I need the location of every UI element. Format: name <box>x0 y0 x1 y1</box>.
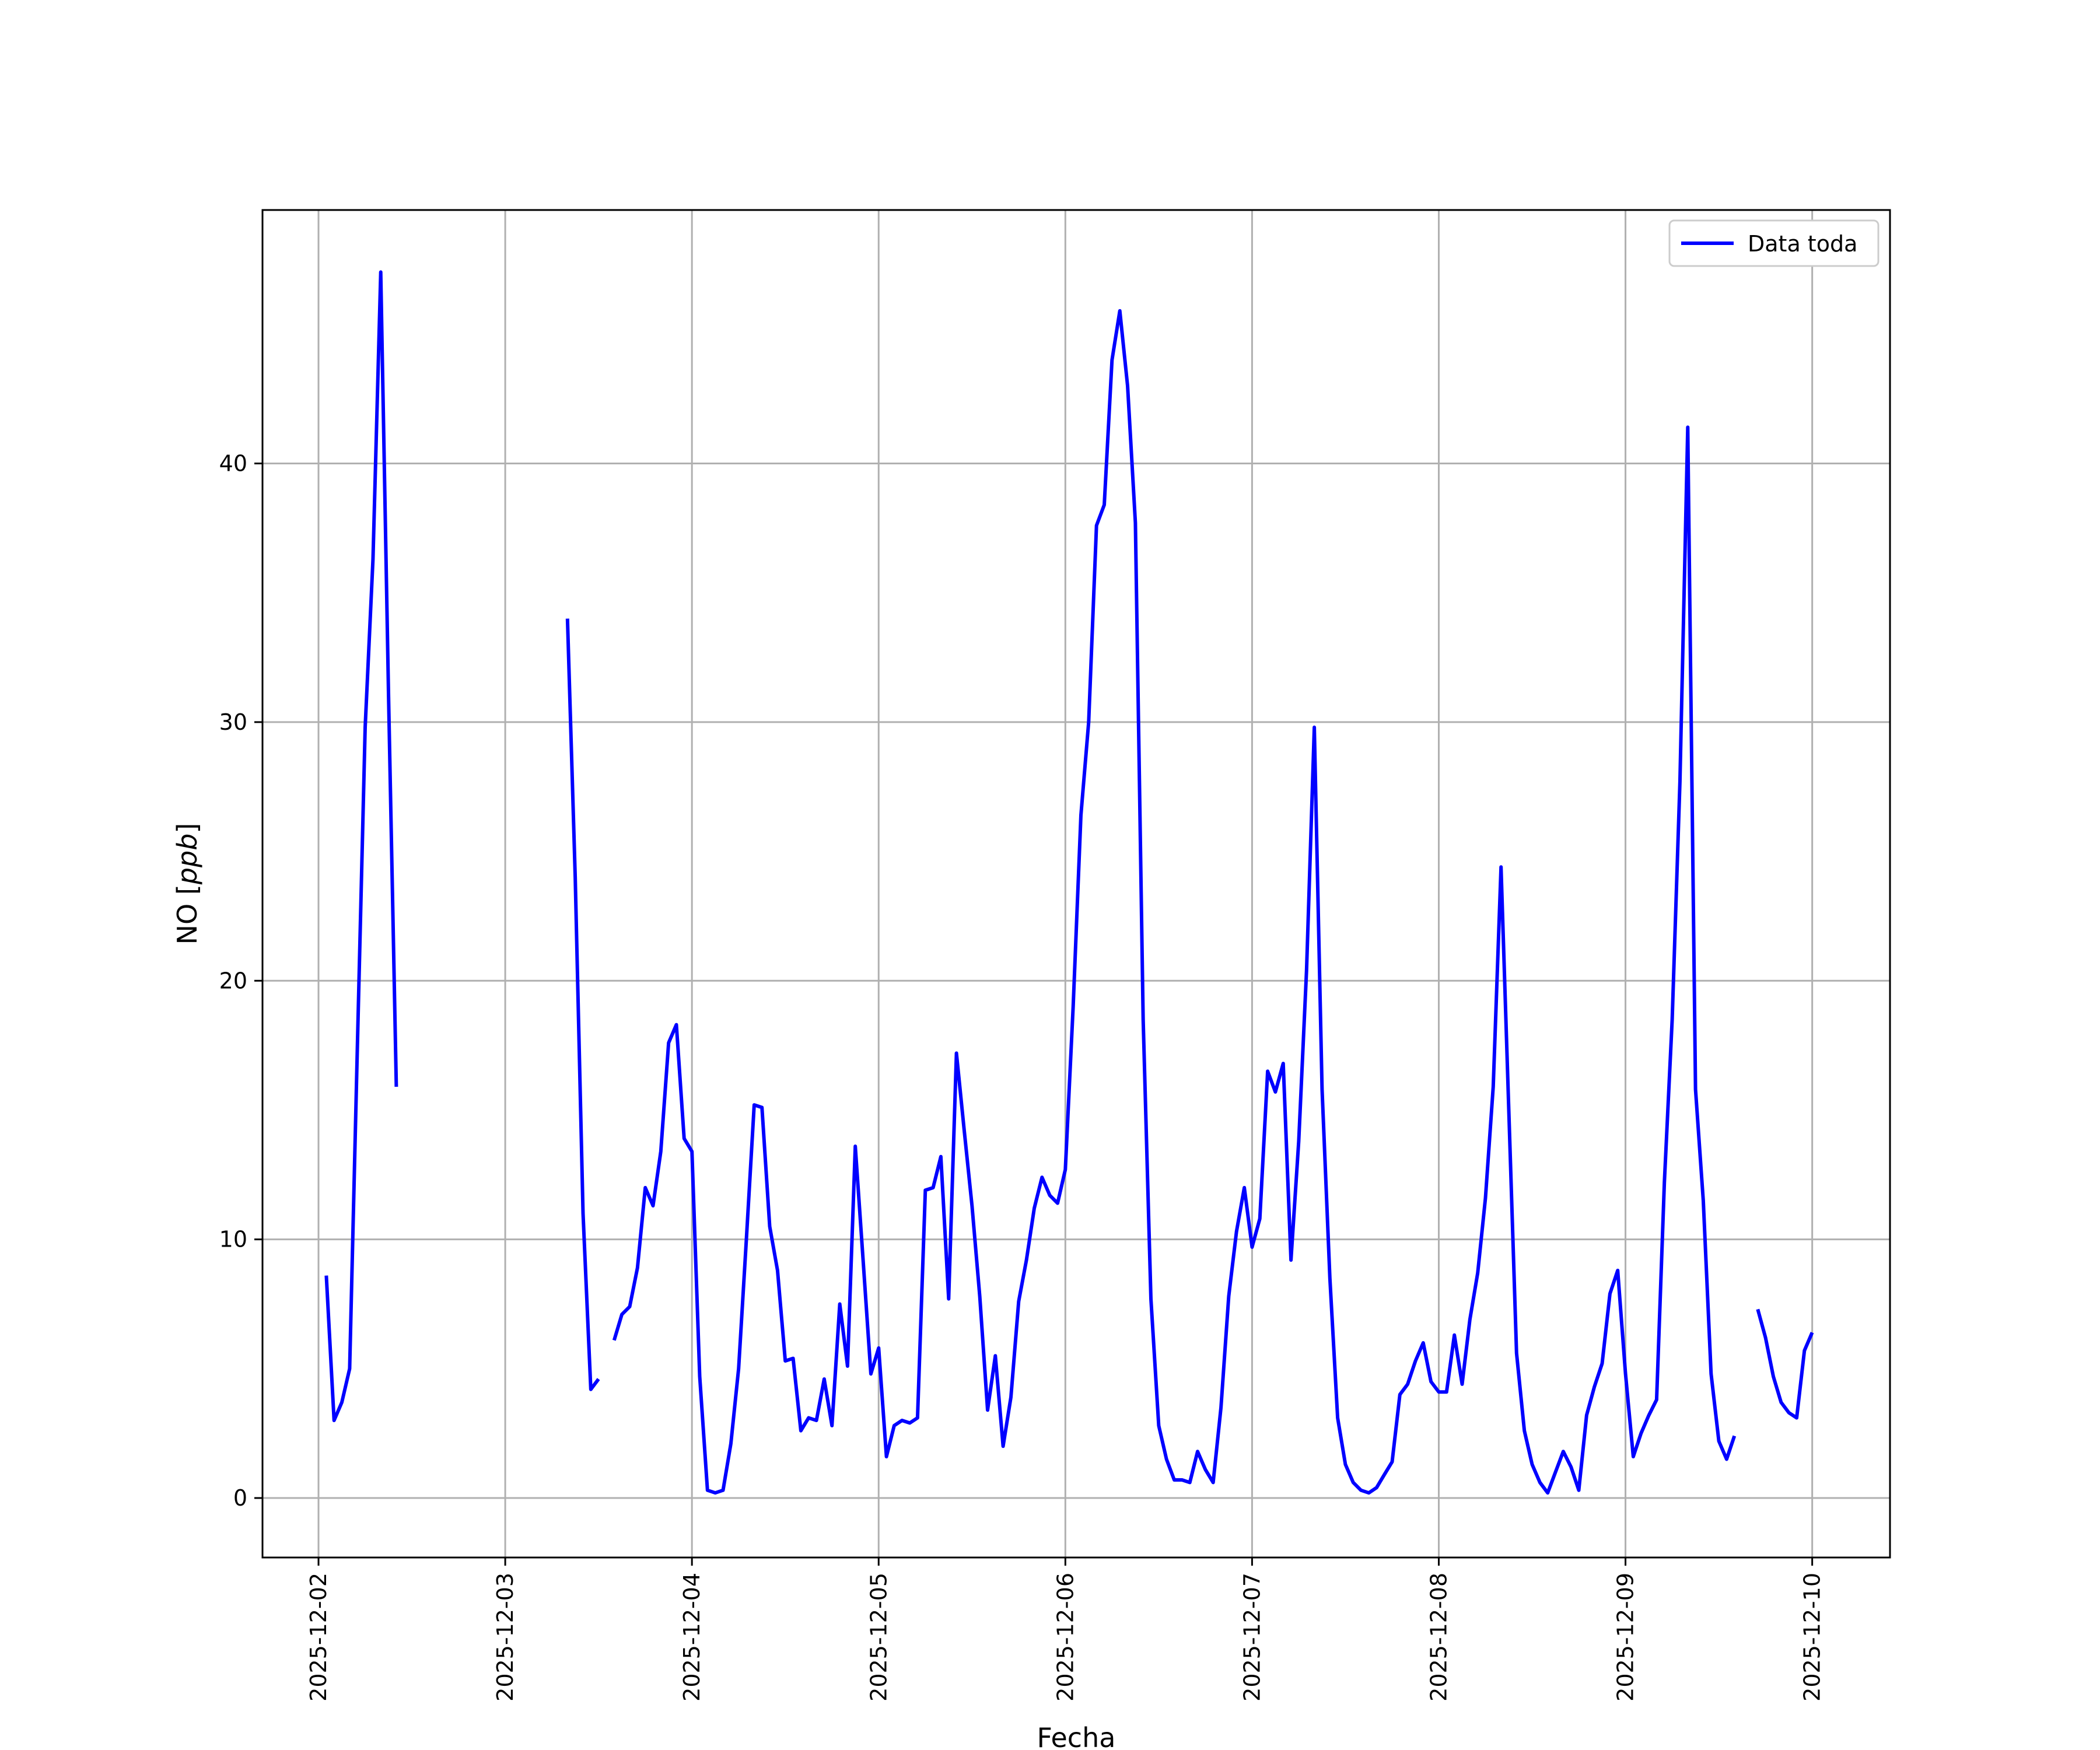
series-line-segment <box>324 270 398 1422</box>
series-line-segment <box>1756 1308 1814 1420</box>
series-line-segment <box>565 618 600 1391</box>
x-tick-label: 2025-12-04 <box>679 1573 705 1702</box>
grid <box>262 210 1890 1558</box>
x-tick-label: 2025-12-02 <box>306 1573 331 1702</box>
y-axis-label: NO [ppb] <box>172 823 203 945</box>
plot-frame <box>261 209 1891 1559</box>
x-axis-label: Fecha <box>1037 1722 1116 1750</box>
x-tick-label: 2025-12-03 <box>492 1573 518 1702</box>
y-tick-label: 40 <box>219 451 247 477</box>
x-tick-label: 2025-12-07 <box>1239 1573 1265 1702</box>
y-axis-label-unit: ppb <box>172 834 203 886</box>
y-tick-label: 20 <box>219 968 247 993</box>
x-tick-label: 2025-12-10 <box>1800 1573 1825 1702</box>
x-tick-label: 2025-12-08 <box>1426 1573 1451 1702</box>
y-tick-label: 0 <box>233 1485 247 1511</box>
y-tick-label: 30 <box>219 709 247 735</box>
y-axis-label-text: NO [ <box>172 884 203 944</box>
ticks: 2025-12-02 2025-12-03 2025-12-04 2025-12-05… <box>219 451 1825 1702</box>
y-tick-label: 10 <box>219 1227 247 1252</box>
legend-label: Data toda <box>1748 231 1857 257</box>
series-line-segment <box>612 309 1737 1495</box>
legend: Data toda <box>1668 219 1880 267</box>
y-axis-label-close: ] <box>172 823 203 834</box>
x-tick-label: 2025-12-09 <box>1613 1573 1639 1702</box>
x-tick-label: 2025-12-05 <box>866 1573 891 1702</box>
x-tick-label: 2025-12-06 <box>1052 1573 1078 1702</box>
legend-box <box>1668 219 1880 267</box>
series-layer <box>324 270 1814 1495</box>
